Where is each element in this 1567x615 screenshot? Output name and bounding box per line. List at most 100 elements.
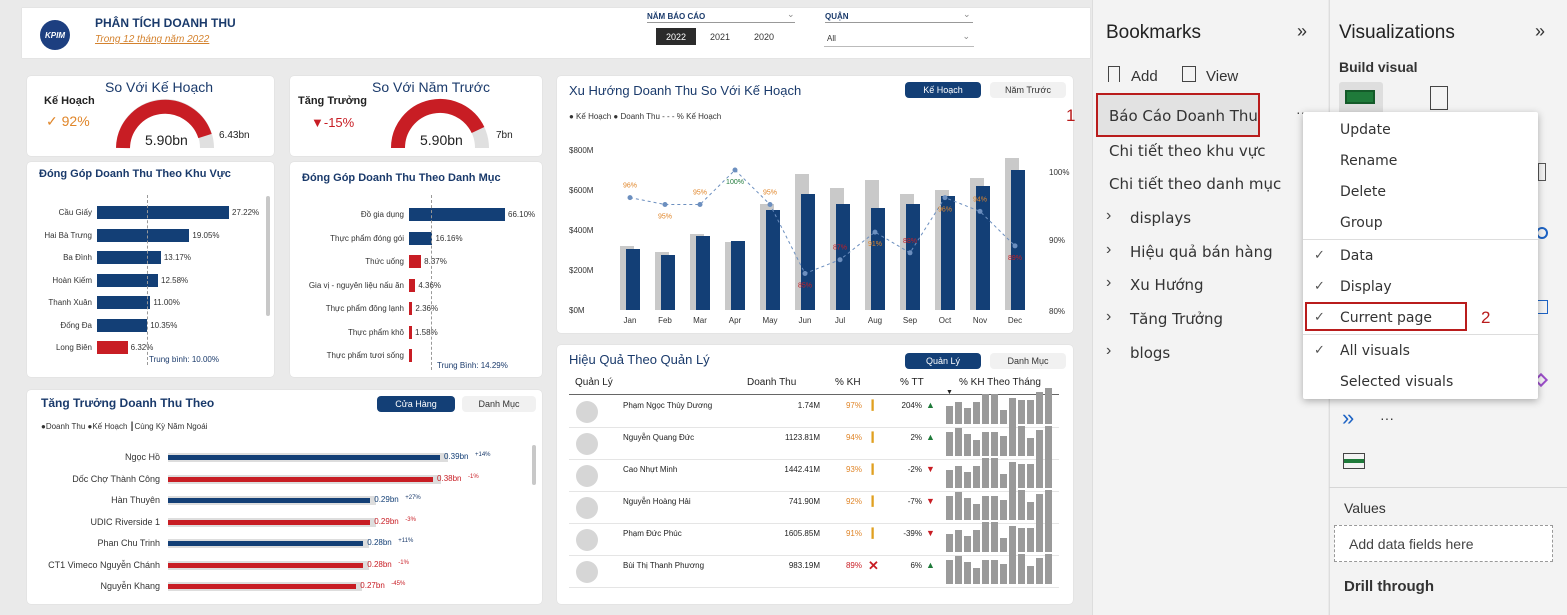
bookmark-group[interactable]: blogs bbox=[1130, 343, 1171, 362]
monthly-bar bbox=[1009, 462, 1016, 488]
manager-name: Nguyễn Hoàng Hải bbox=[623, 497, 691, 506]
region-bar[interactable] bbox=[97, 318, 148, 332]
table-row[interactable] bbox=[569, 428, 1059, 460]
add-data-fields-dropzone[interactable] bbox=[1334, 525, 1553, 562]
table-row[interactable] bbox=[569, 556, 1059, 588]
category-bar[interactable] bbox=[409, 325, 412, 339]
bookmark-add-icon[interactable] bbox=[1108, 66, 1120, 82]
table-row[interactable] bbox=[569, 492, 1059, 524]
growth-bar[interactable] bbox=[168, 584, 357, 589]
bookmark-group[interactable]: displays bbox=[1130, 209, 1192, 227]
format-visual-icon[interactable] bbox=[1430, 86, 1448, 110]
year-2021-button[interactable]: 2021 bbox=[709, 31, 731, 42]
category-bar[interactable] bbox=[409, 349, 412, 362]
power-automate-icon[interactable]: » bbox=[1342, 405, 1355, 430]
region-bar[interactable] bbox=[97, 228, 190, 242]
mgmt-manager-tab[interactable]: Quản Lý bbox=[905, 353, 981, 369]
bookmark-group[interactable]: Hiệu quả bán hàng bbox=[1130, 242, 1273, 261]
menu-delete[interactable]: Delete bbox=[1340, 184, 1386, 200]
category-avg-label: Trung Bình: 14.29% bbox=[437, 361, 508, 370]
viz-type-icon[interactable] bbox=[1538, 163, 1546, 181]
menu-display[interactable]: Display bbox=[1340, 279, 1392, 295]
bookmark-item-khu-vuc[interactable]: Chi tiết theo khu vực bbox=[1109, 142, 1266, 160]
col-revenue[interactable]: Doanh Thu bbox=[747, 377, 797, 388]
table-row[interactable] bbox=[569, 524, 1059, 556]
chevron-right-icon[interactable]: › bbox=[1106, 240, 1112, 258]
col-tt[interactable]: % TT bbox=[900, 377, 924, 388]
menu-current-page[interactable]: Current page bbox=[1340, 310, 1432, 326]
bookmark-selected[interactable] bbox=[1096, 93, 1260, 137]
chevron-right-icon[interactable]: › bbox=[1106, 308, 1112, 326]
monthly-bar bbox=[1045, 388, 1052, 424]
table-visual-icon[interactable] bbox=[1343, 453, 1365, 469]
category-bar[interactable] bbox=[409, 231, 433, 245]
table-row[interactable] bbox=[569, 460, 1059, 492]
bookmark-add-button[interactable]: Add bbox=[1131, 68, 1158, 85]
pct-point bbox=[837, 257, 843, 263]
chevron-down-icon[interactable]: ⌄ bbox=[963, 9, 971, 19]
growth-scrollbar[interactable] bbox=[532, 445, 536, 485]
collapse-icon[interactable]: » bbox=[1535, 21, 1546, 41]
more-visuals-icon[interactable]: ··· bbox=[1380, 410, 1394, 426]
menu-selected-visuals[interactable]: Selected visuals bbox=[1340, 374, 1454, 390]
menu-update[interactable]: Update bbox=[1340, 122, 1391, 138]
menu-group[interactable]: Group bbox=[1340, 215, 1383, 231]
growth-store-tab[interactable]: Cửa Hàng bbox=[377, 396, 455, 412]
monthly-bar bbox=[982, 522, 989, 552]
growth-category-tab[interactable]: Danh Mục bbox=[462, 396, 536, 412]
bookmark-view-button[interactable]: View bbox=[1206, 68, 1239, 85]
collapse-icon[interactable]: » bbox=[1297, 21, 1308, 41]
chevron-right-icon[interactable]: › bbox=[1106, 274, 1112, 292]
monthly-bar bbox=[1000, 500, 1007, 520]
revenue-bar bbox=[976, 186, 990, 310]
trend-plan-tab[interactable]: Kế Hoạch bbox=[905, 82, 981, 98]
mgmt-category-tab[interactable]: Danh Mục bbox=[990, 353, 1066, 369]
region-bar[interactable] bbox=[97, 206, 229, 219]
sort-desc-icon[interactable]: ▼ bbox=[946, 389, 953, 396]
arrow-down-icon: ▼ bbox=[926, 528, 935, 538]
region-bar[interactable] bbox=[97, 296, 151, 309]
monthly-bar bbox=[982, 394, 989, 424]
chevron-right-icon[interactable]: › bbox=[1106, 341, 1112, 359]
col-manager[interactable]: Quản Lý bbox=[575, 377, 613, 388]
year-filter-label: NĂM BÁO CÁO bbox=[647, 12, 706, 21]
trend-prev-tab[interactable]: Năm Trước bbox=[990, 82, 1066, 98]
growth-bar[interactable] bbox=[168, 455, 440, 460]
bookmark-group[interactable]: Xu Hướng bbox=[1130, 276, 1204, 295]
col-monthly[interactable]: % KH Theo Tháng bbox=[959, 377, 1041, 388]
bookmark-item-bao-cao[interactable]: Báo Cáo Doanh Thu bbox=[1109, 107, 1258, 125]
monthly-bar bbox=[1045, 516, 1052, 552]
region-bar[interactable] bbox=[97, 251, 161, 264]
manager-kh: 92% bbox=[845, 497, 862, 506]
menu-data[interactable]: Data bbox=[1340, 248, 1374, 264]
category-card[interactable] bbox=[290, 162, 542, 377]
district-dropdown[interactable]: All ⌄ bbox=[824, 31, 974, 47]
category-bar[interactable] bbox=[409, 278, 416, 292]
region-card[interactable] bbox=[27, 162, 274, 377]
bookmark-view-icon[interactable] bbox=[1182, 66, 1196, 82]
bookmark-item-danh-muc[interactable]: Chi tiết theo danh mục bbox=[1109, 175, 1282, 193]
category-bar[interactable] bbox=[409, 255, 422, 268]
bookmark-group[interactable]: Tăng Trưởng bbox=[1130, 310, 1223, 329]
year-2022-button[interactable]: 2022 bbox=[656, 28, 696, 45]
table-row[interactable] bbox=[569, 396, 1059, 428]
build-visual-icon[interactable] bbox=[1339, 82, 1383, 116]
growth-bar[interactable] bbox=[168, 519, 371, 525]
menu-all-visuals[interactable]: All visuals bbox=[1340, 343, 1410, 359]
region-scrollbar[interactable] bbox=[266, 196, 270, 316]
growth-bar[interactable] bbox=[168, 476, 434, 482]
chevron-down-icon[interactable]: ⌄ bbox=[787, 9, 795, 19]
menu-rename[interactable]: Rename bbox=[1340, 153, 1398, 169]
growth-bar[interactable] bbox=[168, 541, 364, 546]
category-bar[interactable] bbox=[409, 208, 505, 221]
growth-bar[interactable] bbox=[168, 498, 371, 503]
category-bar[interactable] bbox=[409, 302, 413, 315]
region-bar[interactable] bbox=[97, 341, 128, 354]
chevron-right-icon[interactable]: › bbox=[1106, 207, 1112, 224]
gauge-prev-title: So Với Năm Trước bbox=[372, 79, 490, 95]
col-kh[interactable]: % KH bbox=[835, 377, 861, 388]
y-tick: $0M bbox=[569, 306, 585, 315]
year-2020-button[interactable]: 2020 bbox=[753, 31, 775, 42]
region-bar[interactable] bbox=[97, 273, 158, 287]
growth-bar[interactable] bbox=[168, 562, 364, 568]
